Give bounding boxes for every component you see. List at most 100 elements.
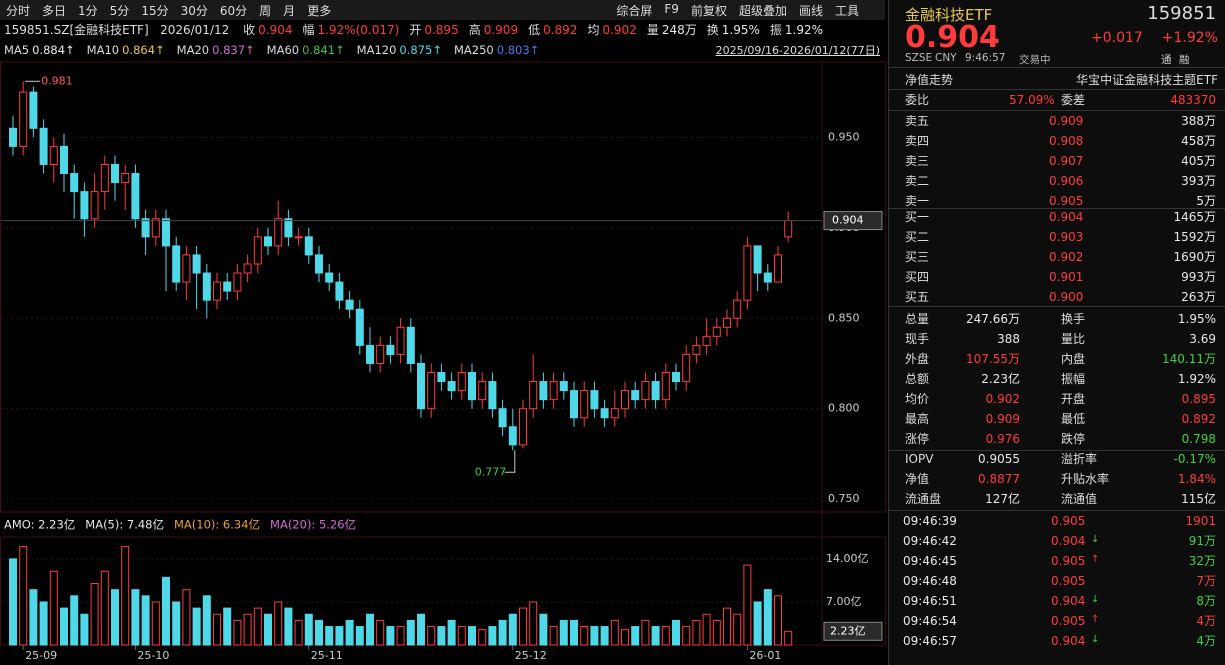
- tick-row-cell: 32万: [1188, 554, 1216, 568]
- date-range[interactable]: 2025/09/16-2026/01/12(77日): [715, 44, 880, 57]
- x-tick-label: 26-01: [749, 649, 781, 662]
- tick-row-cell: 1901: [1185, 514, 1216, 528]
- bid-row-cell: 0.904: [1049, 210, 1084, 224]
- market-info: 9:46:57: [965, 52, 1006, 64]
- candle-body: [621, 390, 629, 410]
- candle-body: [141, 218, 150, 238]
- ma-label: MA250: [453, 43, 494, 57]
- tick-row: 09:46:51 0.904 8万: [889, 591, 1225, 611]
- tick-row-cell: 09:46:45: [903, 554, 957, 568]
- candle-body: [631, 390, 640, 401]
- candle-body: [427, 372, 436, 410]
- candle-body: [733, 299, 742, 319]
- info-value: 0.909: [483, 23, 519, 37]
- period-tab[interactable]: 月: [283, 3, 296, 18]
- stat-row: 涨停 0.976 跌停 0.798: [889, 429, 1225, 449]
- nav-row-cell: 127亿: [985, 492, 1020, 506]
- candle-body: [682, 353, 691, 383]
- info-value: 0.904: [258, 23, 293, 37]
- period-tab[interactable]: 分时: [6, 3, 31, 18]
- volume-bar: [508, 613, 517, 646]
- order-ratio-cell: 57.09%: [1009, 93, 1055, 107]
- candle-body: [417, 362, 425, 410]
- volume-bar: [355, 626, 364, 646]
- ask-row-cell: 0.905: [1049, 194, 1084, 208]
- ask-row-cell: 卖四: [905, 134, 930, 148]
- ask-row-cell: 458万: [1181, 134, 1216, 148]
- candle-body: [549, 381, 558, 401]
- bid-row-cell: 买三: [905, 250, 930, 264]
- volume-bar: [162, 576, 170, 646]
- stat-row-cell: 0.892: [1181, 412, 1216, 426]
- candle-body: [692, 344, 701, 355]
- period-tab[interactable]: 60分: [219, 3, 248, 18]
- tool-button[interactable]: 超级叠加: [738, 4, 787, 18]
- tool-button[interactable]: 工具: [834, 4, 859, 18]
- candle-body: [253, 236, 262, 265]
- stat-row: 均价 0.902 开盘 0.895: [889, 389, 1225, 409]
- period-tab[interactable]: 周: [259, 3, 272, 18]
- candle-body: [539, 381, 548, 401]
- volume-bar: [325, 626, 334, 646]
- candle-body: [325, 272, 334, 283]
- candle-body: [468, 372, 476, 401]
- tick-row-cell: 0.905: [1051, 554, 1086, 568]
- candle-body: [213, 281, 221, 301]
- period-tab[interactable]: 15分: [141, 3, 169, 18]
- security-code: 159851: [1147, 3, 1216, 24]
- nav-row-cell: 115亿: [1181, 492, 1216, 506]
- candle-body: [131, 173, 140, 220]
- info-value: 1.92%(0.017): [317, 23, 400, 37]
- stat-row: 总量 247.66万 换手 1.95%: [889, 309, 1225, 329]
- volume-bar: [753, 601, 762, 646]
- stat-row-cell: 0.976: [985, 432, 1020, 446]
- period-tab[interactable]: 多日: [42, 3, 67, 18]
- period-tab[interactable]: 更多: [307, 3, 332, 18]
- ma-value: 0.875↑: [399, 43, 442, 57]
- stat-row-cell: 外盘: [905, 352, 930, 366]
- candle-body: [70, 173, 79, 193]
- candle-body: [396, 326, 405, 355]
- volume-bar: [284, 607, 293, 646]
- candle-body: [559, 381, 568, 392]
- candle-body: [723, 317, 731, 328]
- volume-bar: [131, 589, 140, 646]
- candle-body: [223, 281, 232, 292]
- ma-label: MA20: [176, 43, 210, 57]
- ma-label: MA5: [4, 43, 30, 57]
- info-value: 0.895: [424, 23, 459, 37]
- tool-button[interactable]: 前复权: [690, 4, 727, 18]
- tab[interactable]: 华宝中证金融科技主题ETF: [1076, 73, 1218, 87]
- tick-row-cell: 0.904: [1051, 634, 1086, 648]
- vol-legend: MA(10): 6.34亿: [174, 518, 260, 532]
- volume-bar: [519, 607, 527, 646]
- stat-row-cell: 总额: [905, 372, 930, 386]
- nav-row: IOPV 0.9055 溢折率 -0.17%: [889, 449, 1225, 469]
- volume-bar: [692, 619, 701, 646]
- tool-button[interactable]: 综合屏: [616, 4, 653, 18]
- period-tab[interactable]: 5分: [109, 3, 130, 18]
- bid-row: 买二 0.903 1592万: [889, 227, 1225, 247]
- ma-legend: MA5 0.884↑ MA10 0.864↑ MA20 0.837↑ MA60 0.841↑ M…: [4, 40, 539, 60]
- tool-button[interactable]: 画线: [798, 4, 823, 18]
- volume-bar: [774, 595, 782, 646]
- period-tab[interactable]: 30分: [180, 3, 208, 18]
- period-tab[interactable]: 1分: [78, 3, 98, 18]
- ask-row-cell: 卖一: [905, 194, 930, 208]
- volume-bar: [90, 583, 99, 646]
- ask-row-cell: 卖二: [905, 174, 930, 188]
- tick-row-cell: 09:46:51: [903, 594, 957, 608]
- vol-legend: AMO: 2.23亿: [4, 518, 75, 532]
- tool-button[interactable]: F9: [664, 2, 679, 16]
- order-ratio-cell: 483370: [1170, 93, 1216, 107]
- code: 159851.SZ[金融科技ETF]: [4, 23, 149, 37]
- stat-row: 总额 2.23亿 振幅 1.92%: [889, 369, 1225, 389]
- candle-body: [376, 344, 385, 364]
- volume-bar: [376, 619, 385, 646]
- y-tick-label: 0.800: [828, 402, 860, 415]
- tab[interactable]: 净值走势: [905, 73, 954, 87]
- candle-body: [651, 381, 660, 401]
- candle-body: [457, 372, 466, 392]
- candle-body: [355, 308, 364, 346]
- volume-bar: [661, 626, 670, 646]
